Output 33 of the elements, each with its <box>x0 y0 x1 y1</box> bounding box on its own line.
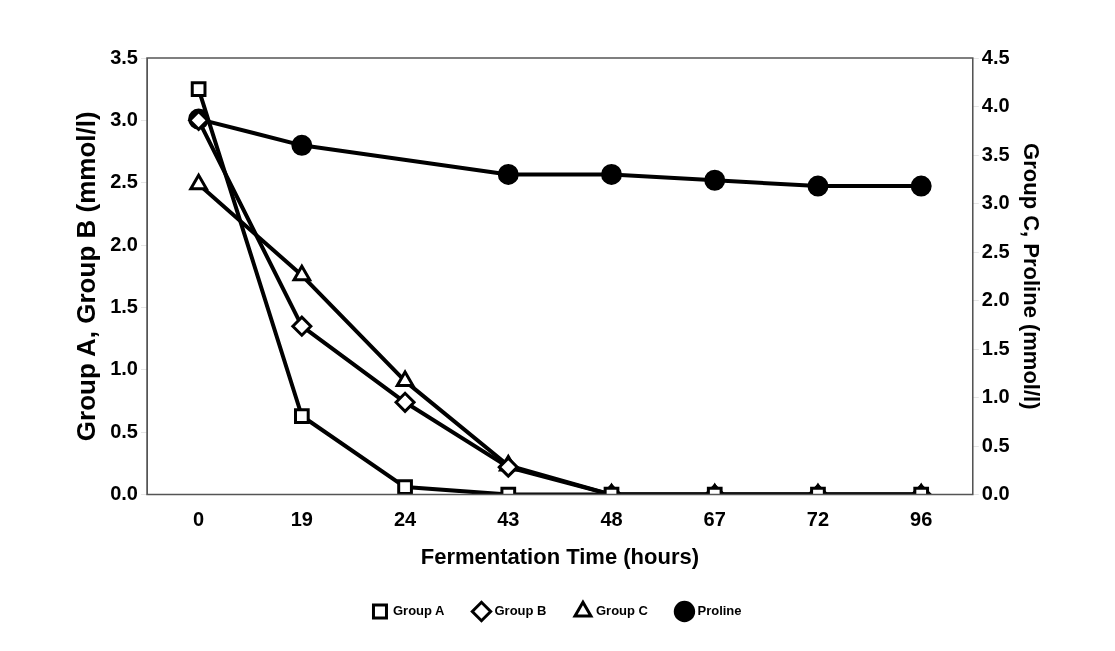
y2-axis-title: Group C, Proline (mmol/l) <box>1018 143 1044 410</box>
y2-tick-label: 4.0 <box>981 94 1010 117</box>
y-tick-label: 3.0 <box>110 107 138 130</box>
y-tick-label: 1.5 <box>110 295 138 317</box>
y-tick-label: 3.5 <box>110 45 138 68</box>
y-tick-label: 0.0 <box>110 482 138 505</box>
y2-tick-label: 1.5 <box>981 336 1010 359</box>
y-tick-label: 0.5 <box>110 419 138 442</box>
x-axis-title: Fermentation Time (hours) <box>420 543 700 569</box>
y2-tick-label: 1.0 <box>981 385 1010 408</box>
y2-tick-label: 0.0 <box>981 482 1010 505</box>
x-tick-label: 48 <box>600 508 623 531</box>
y-tick-label: 1.0 <box>110 357 138 380</box>
y2-tick-label: 0.5 <box>981 433 1010 456</box>
x-tick-label: 24 <box>393 508 418 531</box>
y-axis-title: Group A, Group B (mmol/l) <box>70 111 101 442</box>
x-tick-label: 96 <box>910 508 933 531</box>
y2-tick-label: 3.5 <box>981 142 1010 165</box>
x-tick-label: 19 <box>290 508 313 531</box>
legend-label: Group B <box>494 603 547 619</box>
y-tick-label: 2.5 <box>110 170 138 193</box>
x-tick-label: 67 <box>703 508 726 531</box>
x-tick-label: 43 <box>497 508 520 531</box>
y2-tick-label: 2.0 <box>981 288 1010 311</box>
y-tick-label: 2.0 <box>110 232 138 255</box>
x-tick-label: 0 <box>193 508 205 531</box>
legend-label: Group A <box>392 603 446 619</box>
y2-tick-label: 2.5 <box>981 239 1010 262</box>
x-tick-label: 72 <box>806 508 830 531</box>
y2-tick-label: 4.5 <box>981 45 1010 68</box>
legend-label: Group C <box>595 603 649 619</box>
legend-label: Proline <box>697 603 742 619</box>
y2-tick-label: 3.0 <box>981 191 1010 214</box>
